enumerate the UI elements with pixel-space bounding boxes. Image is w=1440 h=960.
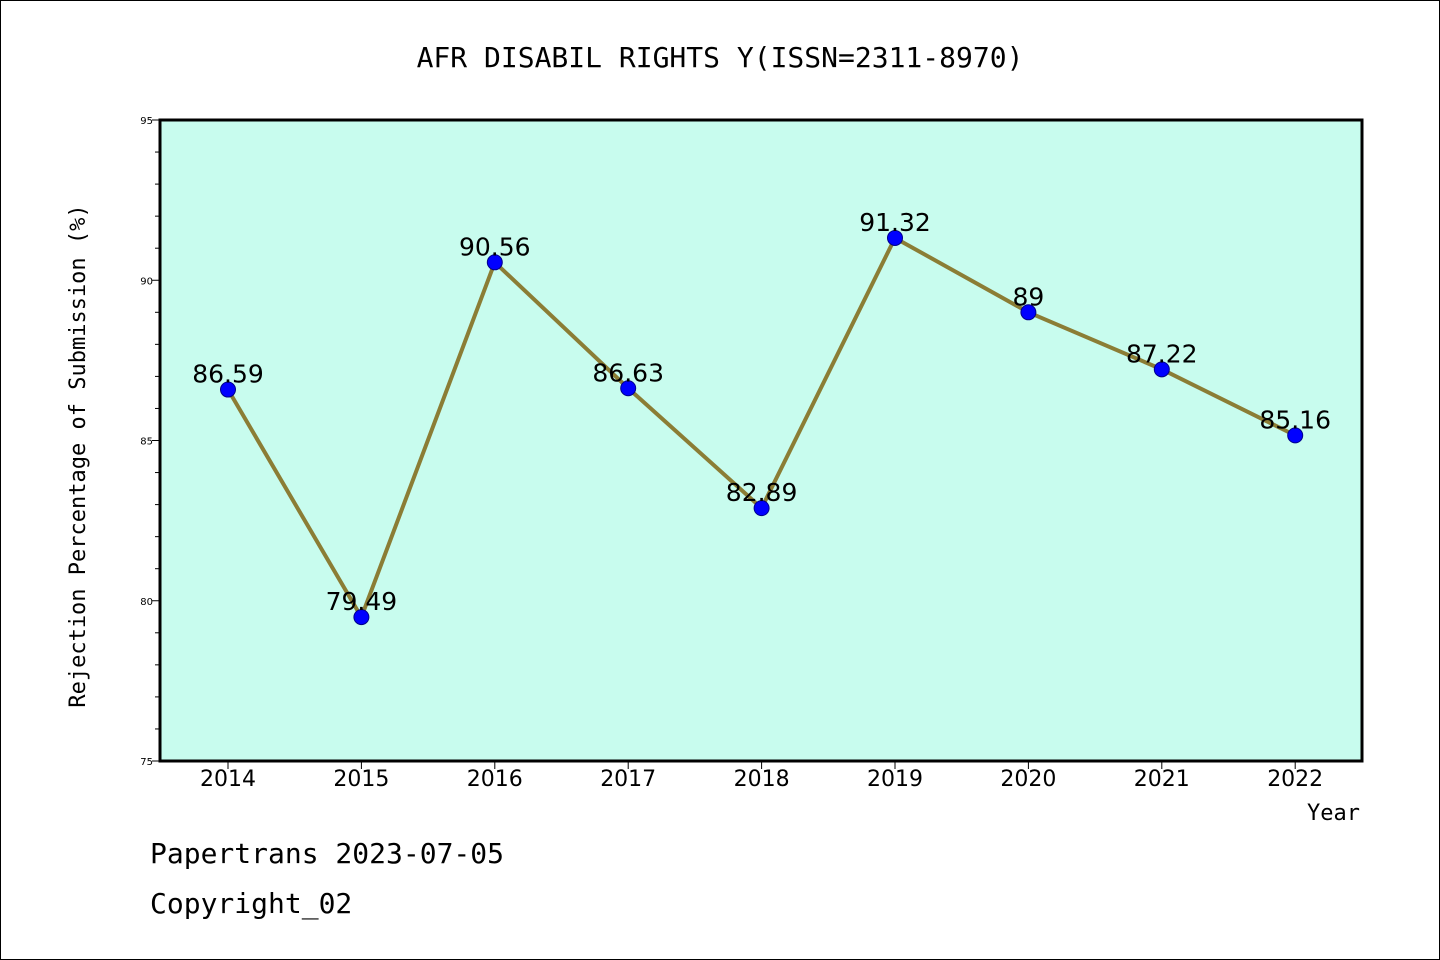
data-label: 86.59: [192, 360, 264, 389]
data-label: 86.63: [592, 358, 664, 387]
data-label: 82.89: [726, 478, 798, 507]
x-tick-label: 2020: [1000, 767, 1056, 792]
y-axis-label: Rejection Percentage of Submission (%): [66, 204, 91, 707]
x-tick-label: 2016: [467, 767, 523, 792]
x-tick-label: 2022: [1267, 767, 1323, 792]
data-point: [1287, 427, 1304, 444]
x-tick-label: 2019: [867, 767, 923, 792]
x-tick-label: 2018: [734, 767, 790, 792]
data-label: 89: [1012, 282, 1044, 311]
data-label: 90.56: [459, 232, 531, 261]
chart-title: AFR DISABIL RIGHTS Y(ISSN=2311-8970): [417, 41, 1024, 74]
data-point: [753, 500, 770, 517]
y-tick-label: 85: [140, 437, 153, 448]
y-tick-label: 80: [140, 597, 153, 608]
footer-copyright-line: Copyright_02: [150, 887, 353, 920]
data-point: [1020, 304, 1037, 321]
x-tick-label: 2017: [600, 767, 656, 792]
data-point: [220, 381, 236, 398]
data-label: 85.16: [1259, 405, 1331, 434]
x-axis-label: Year: [1307, 801, 1360, 826]
data-point: [620, 380, 637, 397]
y-tick-label: 95: [140, 116, 153, 127]
data-point: [486, 254, 503, 271]
plot-area: [158, 118, 1364, 763]
y-tick-label: 75: [140, 757, 153, 768]
data-label: 91.32: [859, 208, 931, 237]
x-tick-label: 2014: [200, 767, 256, 792]
data-label: 87.22: [1126, 339, 1198, 368]
data-point: [887, 229, 903, 246]
y-tick-label: 90: [140, 276, 153, 287]
footer-date-line: Papertrans 2023-07-05: [150, 837, 505, 870]
data-point: [1153, 361, 1170, 378]
x-tick-label: 2021: [1134, 767, 1190, 792]
data-point: [353, 609, 370, 626]
data-label: 79.49: [326, 587, 398, 616]
x-tick-label: 2015: [333, 767, 389, 792]
